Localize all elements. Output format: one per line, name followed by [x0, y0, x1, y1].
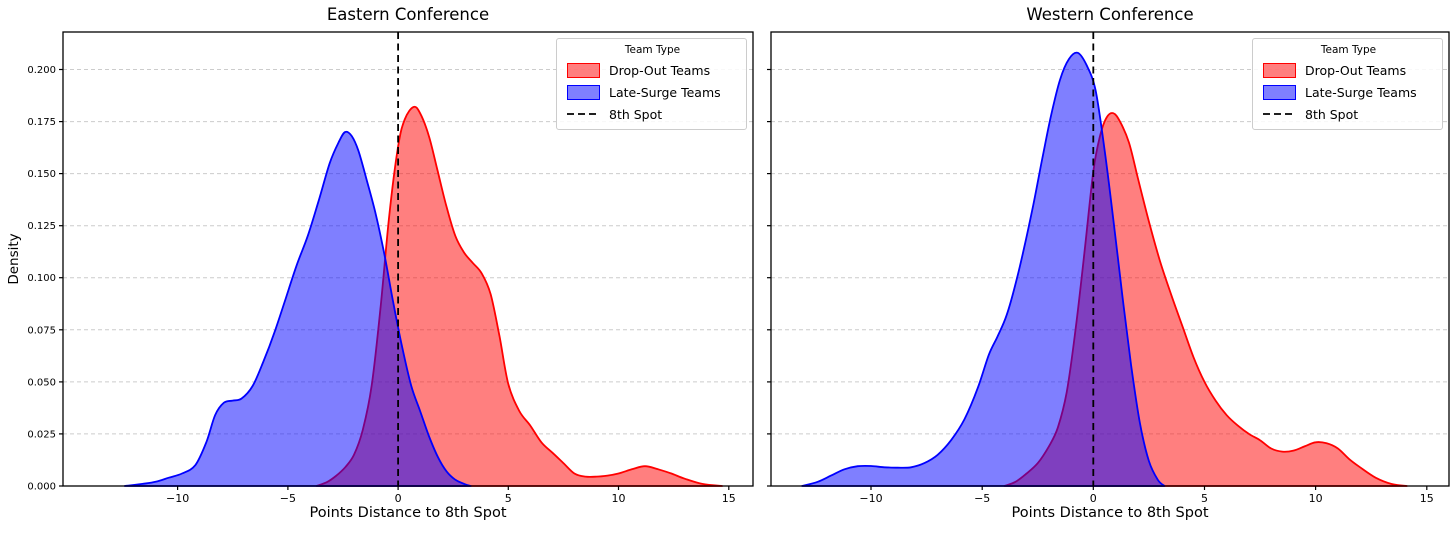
y-tick-label: 0.025 [27, 429, 56, 440]
legend-entry-dropout: Drop-Out Teams [567, 59, 738, 81]
y-tick-label: 0.200 [27, 65, 56, 76]
y-tick-label: 0.150 [27, 169, 56, 180]
y-tick-label: 0.000 [27, 482, 56, 493]
western-conference-panel: −10 −5 0 5 10 15 [767, 31, 1450, 505]
legend-entry-eighth-spot: 8th Spot [567, 103, 738, 125]
x-tick-label: 5 [505, 492, 512, 505]
eighth-spot-dash-icon [1263, 112, 1296, 116]
x-axis-label-eastern: Points Distance to 8th Spot [309, 505, 507, 521]
x-tick-label: 15 [1420, 492, 1434, 505]
legend-entry-dropout: Drop-Out Teams [1263, 59, 1434, 81]
legend-label-dropout: Drop-Out Teams [1305, 62, 1407, 78]
dropout-swatch [1263, 62, 1296, 78]
legend-eastern: Team Type Drop-Out Teams Late-Surge Team… [556, 38, 747, 130]
eastern-conference-panel: −10 −5 0 5 10 15 0.000 0.025 0.050 0.075 0.100 0.12… [27, 31, 754, 505]
axes-spines [770, 31, 1450, 487]
x-tick-label: −5 [974, 492, 990, 505]
y-tick-label: 0.100 [27, 273, 56, 284]
legend-label-latesurge: Late-Surge Teams [609, 84, 721, 100]
kde-curve-latesurge [801, 51, 1166, 487]
legend-entry-eighth-spot: 8th Spot [1263, 103, 1434, 125]
dropout-swatch [567, 62, 600, 78]
axes-spines [62, 31, 754, 487]
panel-title-western: Western Conference [1026, 5, 1194, 24]
legend-entry-latesurge: Late-Surge Teams [567, 81, 738, 103]
latesurge-swatch [1263, 84, 1296, 100]
x-tick-label: 0 [1090, 492, 1097, 505]
legend-label-dropout: Drop-Out Teams [609, 62, 711, 78]
y-tick-label: 0.075 [27, 325, 56, 336]
panel-title-eastern: Eastern Conference [326, 5, 490, 24]
latesurge-swatch [567, 84, 600, 100]
y-tick-label: 0.175 [27, 117, 56, 128]
legend-entry-latesurge: Late-Surge Teams [1263, 81, 1434, 103]
x-tick-label: −5 [280, 492, 296, 505]
y-axis-label: Density [6, 233, 22, 285]
legend-label-eighth-spot: 8th Spot [1305, 106, 1359, 122]
x-tick-label: 15 [722, 492, 736, 505]
x-tick-label: 5 [1201, 492, 1208, 505]
x-axis-label-western: Points Distance to 8th Spot [1011, 505, 1209, 521]
x-tick-label: −10 [859, 492, 882, 505]
x-tick-label: 0 [395, 492, 402, 505]
x-tick-label: 10 [612, 492, 626, 505]
x-tick-label: 10 [1309, 492, 1323, 505]
legend-western: Team Type Drop-Out Teams Late-Surge Team… [1252, 38, 1443, 130]
legend-label-latesurge: Late-Surge Teams [1305, 84, 1417, 100]
eighth-spot-dash-icon [567, 112, 600, 116]
legend-label-eighth-spot: 8th Spot [609, 106, 663, 122]
x-tick-label: −10 [166, 492, 189, 505]
legend-title: Team Type [1320, 44, 1377, 56]
y-tick-label: 0.050 [27, 377, 56, 388]
legend-title: Team Type [624, 44, 681, 56]
y-tick-label: 0.125 [27, 221, 56, 232]
kde-curve-latesurge [123, 130, 472, 487]
